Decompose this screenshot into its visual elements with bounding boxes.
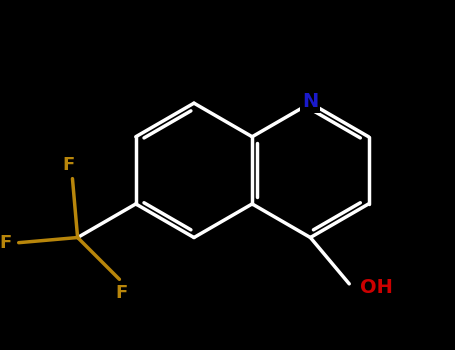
Text: F: F — [115, 284, 127, 302]
Text: F: F — [63, 156, 75, 174]
Text: OH: OH — [360, 278, 393, 297]
Text: N: N — [302, 92, 318, 111]
Text: F: F — [0, 234, 11, 252]
